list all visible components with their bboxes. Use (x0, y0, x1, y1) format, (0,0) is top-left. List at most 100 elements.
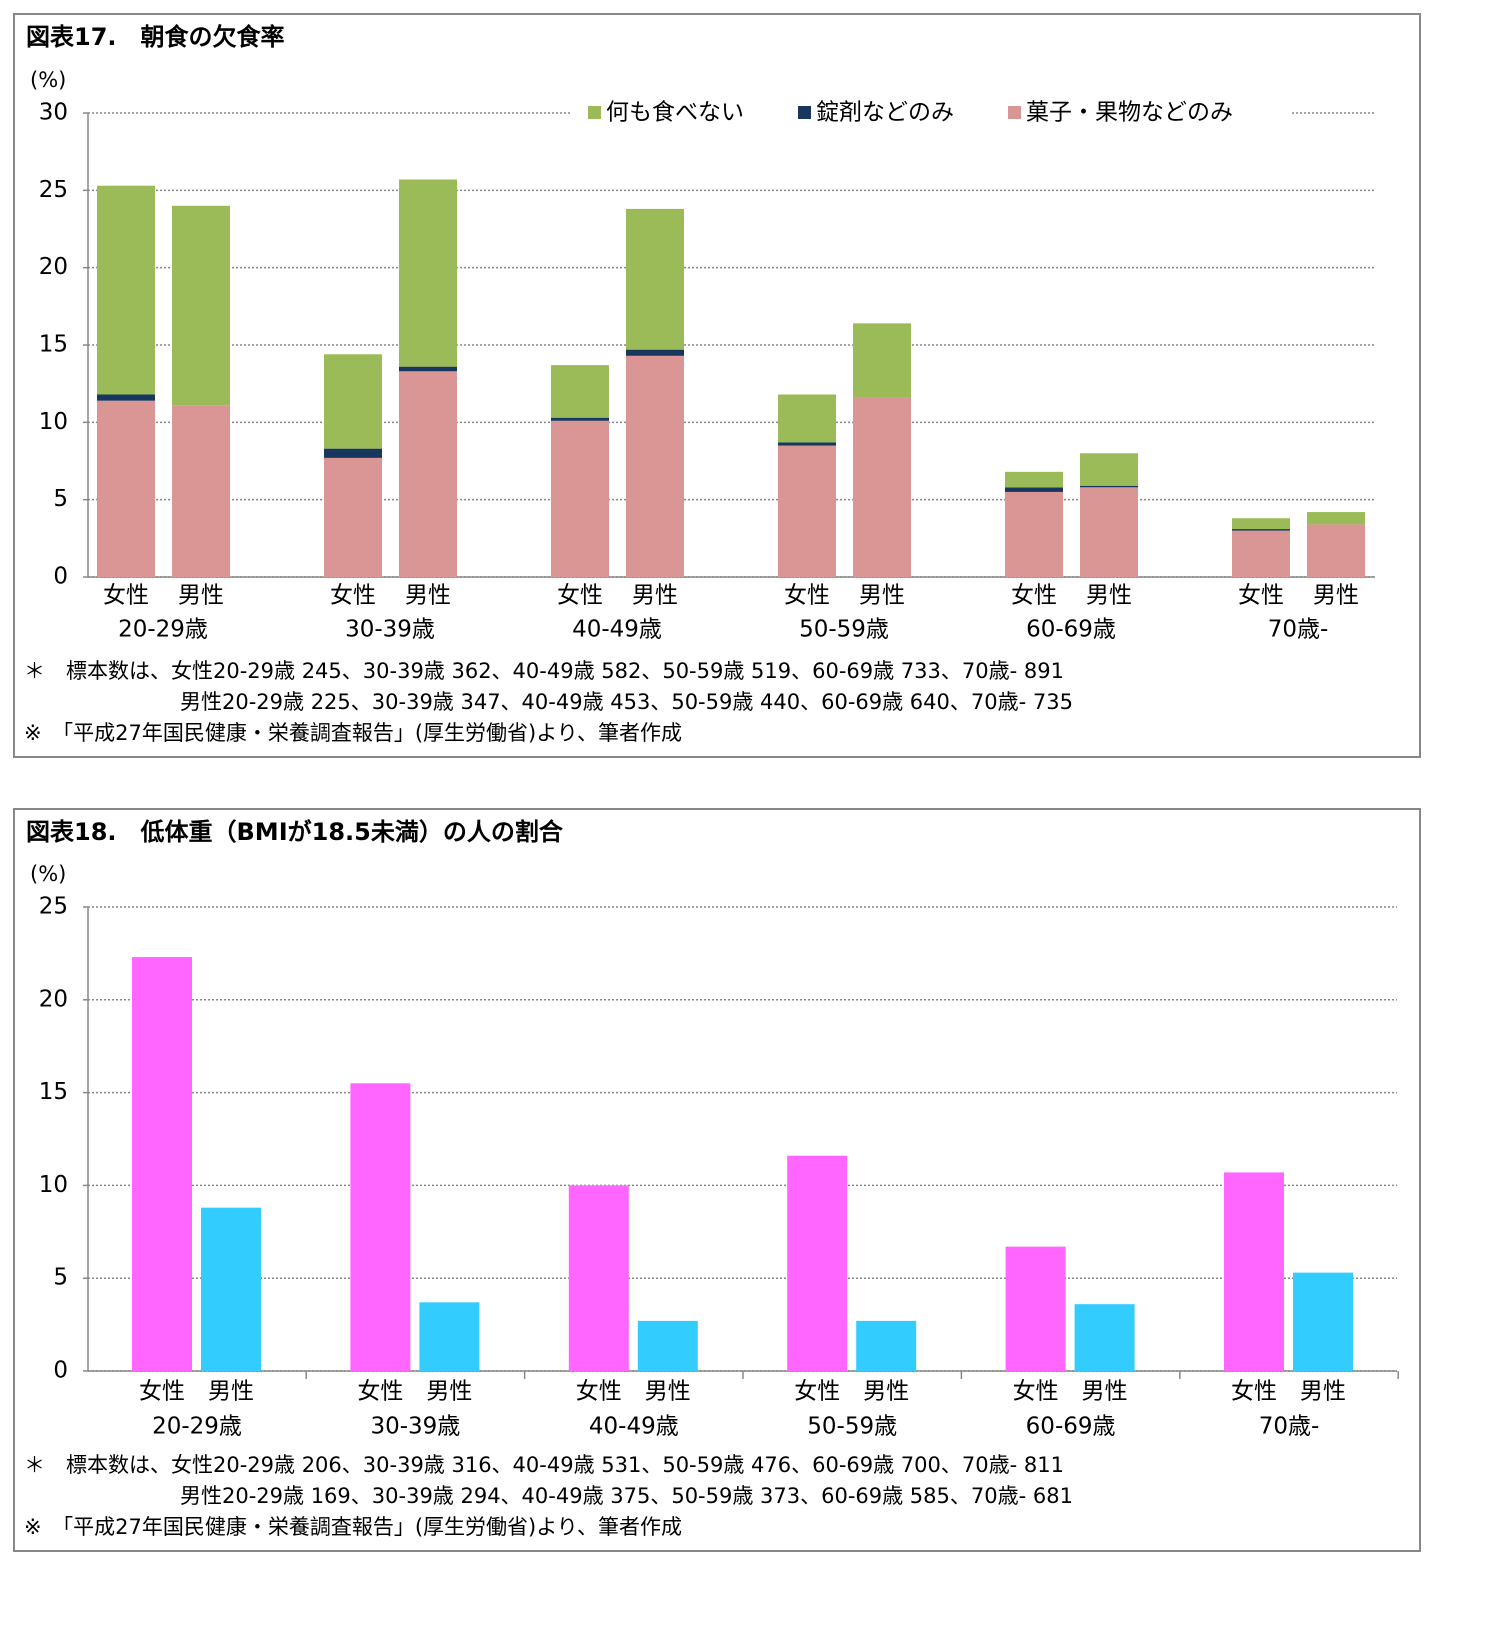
y-tick-label: 20 (39, 986, 68, 1012)
x-tick-label: 男性 (208, 1379, 254, 1405)
bar-segment (1232, 518, 1290, 530)
x-tick-label: 男性 (1086, 583, 1132, 609)
bar-segment (172, 405, 230, 577)
x-tick-label: 男性 (859, 583, 905, 609)
bar-segment (778, 442, 836, 446)
bar (201, 1207, 261, 1371)
footnote: ※ 「平成27年国民健康・栄養調査報告」(厚生労働省)より、筆者作成 (24, 721, 682, 745)
x-tick-label: 男性 (1300, 1379, 1346, 1405)
bar (350, 1083, 411, 1371)
legend-label: 何も食べない (606, 100, 744, 126)
bar (1224, 1172, 1284, 1371)
x-tick-label: 女性 (557, 583, 603, 609)
x-tick-label: 男性 (632, 583, 678, 609)
bar-segment (399, 366, 457, 372)
bar-segment (399, 179, 457, 367)
y-tick-label: 25 (39, 177, 68, 203)
bar-segment (853, 323, 911, 398)
group-label: 50-59歳 (807, 1414, 897, 1440)
bar-segment (97, 185, 155, 395)
x-tick-label: 男性 (405, 583, 451, 609)
footnote: ※ 「平成27年国民健康・栄養調査報告」(厚生労働省)より、筆者作成 (24, 1515, 682, 1539)
legend-background (570, 97, 1290, 129)
legend-swatch (1008, 106, 1021, 119)
chart-title: 図表17. 朝食の欠食率 (26, 23, 285, 51)
x-tick-label: 男性 (645, 1379, 691, 1405)
frame (13, 808, 1421, 1552)
bar-segment (324, 448, 382, 458)
group-label: 20-29歳 (152, 1414, 242, 1440)
group-label: 30-39歳 (345, 617, 435, 643)
y-tick-label: 5 (53, 1265, 68, 1291)
bar-segment (1080, 487, 1138, 577)
bar-segment (1080, 485, 1138, 488)
x-tick-label: 女性 (576, 1379, 622, 1405)
bar-segment (551, 420, 609, 577)
y-tick-label: 0 (53, 564, 68, 590)
bar-segment (97, 400, 155, 577)
bar-segment (1307, 512, 1365, 525)
bar-segment (1005, 487, 1063, 492)
group-label: 70歳- (1268, 617, 1329, 643)
group-label: 20-29歳 (118, 617, 208, 643)
x-tick-label: 女性 (139, 1379, 185, 1405)
y-axis-label: (%) (30, 68, 66, 92)
y-tick-label: 15 (39, 332, 68, 358)
bar-segment (551, 365, 609, 418)
bar-segment (324, 354, 382, 449)
footnote: ＊ 標本数は、女性20-29歳 245、30-39歳 362、40-49歳 58… (24, 659, 1064, 683)
x-tick-label: 女性 (1011, 583, 1057, 609)
bar-segment (551, 417, 609, 421)
footnote: 男性20-29歳 169、30-39歳 294、40-49歳 375、50-59… (180, 1484, 1073, 1508)
bar-segment (1232, 529, 1290, 531)
legend-swatch (798, 106, 811, 119)
bar-segment (1005, 471, 1063, 488)
legend-label: 錠剤などのみ (816, 100, 954, 126)
x-tick-label: 男性 (178, 583, 224, 609)
legend-swatch (588, 106, 601, 119)
group-label: 60-69歳 (1026, 1414, 1116, 1440)
footnote: 男性20-29歳 225、30-39歳 347、40-49歳 453、50-59… (180, 690, 1073, 714)
x-tick-label: 女性 (1238, 583, 1284, 609)
bar-segment (778, 445, 836, 577)
bar-segment (399, 371, 457, 577)
bar-segment (1232, 530, 1290, 577)
bar (787, 1155, 848, 1371)
bar (1074, 1304, 1135, 1371)
x-tick-label: 女性 (794, 1379, 840, 1405)
bar-segment (1080, 453, 1138, 486)
x-tick-label: 女性 (357, 1379, 403, 1405)
group-label: 50-59歳 (799, 617, 889, 643)
y-tick-label: 20 (39, 254, 68, 280)
y-tick-label: 30 (39, 100, 68, 126)
y-tick-label: 25 (39, 894, 68, 920)
bar-segment (97, 394, 155, 401)
bar-segment (626, 349, 684, 356)
x-tick-label: 男性 (1313, 583, 1359, 609)
bar-segment (1307, 524, 1365, 577)
x-tick-label: 男性 (426, 1379, 472, 1405)
bar (637, 1320, 698, 1371)
x-tick-label: 男性 (1082, 1379, 1128, 1405)
bar (132, 957, 192, 1371)
bar (419, 1302, 480, 1371)
bar-segment (1005, 491, 1063, 577)
x-tick-label: 女性 (1013, 1379, 1059, 1405)
bar (1293, 1272, 1353, 1371)
group-label: 70歳- (1259, 1414, 1320, 1440)
frame (13, 13, 1421, 758)
y-tick-label: 10 (39, 1172, 68, 1198)
y-axis-label: (%) (30, 862, 66, 886)
bar (568, 1185, 629, 1371)
group-label: 40-49歳 (589, 1414, 679, 1440)
bar-segment (324, 457, 382, 577)
bar (1005, 1246, 1066, 1371)
x-tick-label: 女性 (330, 583, 376, 609)
chart-title: 図表18. 低体重（BMIが18.5未満）の人の割合 (26, 818, 564, 846)
x-tick-label: 女性 (784, 583, 830, 609)
bar-segment (172, 205, 230, 406)
group-label: 30-39歳 (370, 1414, 460, 1440)
y-tick-label: 5 (53, 486, 68, 512)
